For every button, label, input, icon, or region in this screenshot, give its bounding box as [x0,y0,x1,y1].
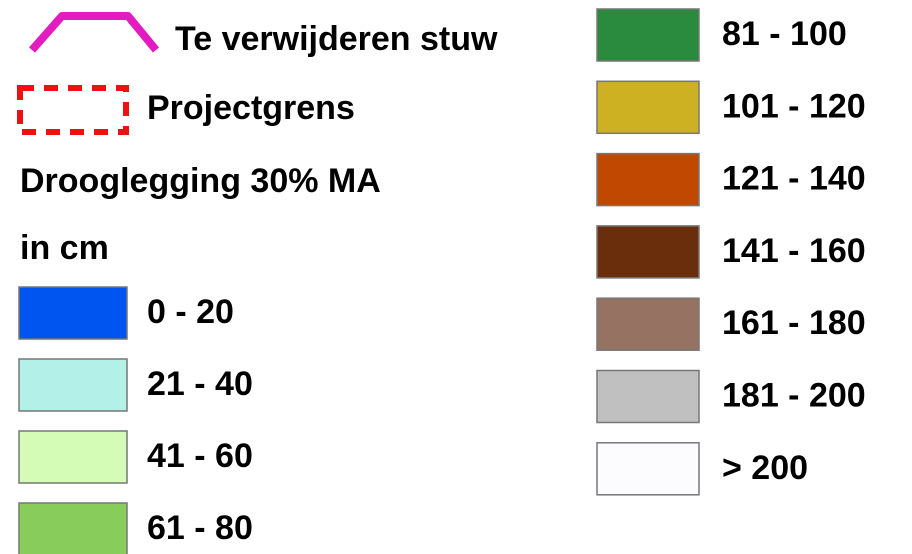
class-swatch [596,80,700,135]
class-label: 121 - 140 [722,160,866,198]
class-swatch [18,430,128,484]
class-label: 161 - 180 [722,304,866,342]
projectgrens-label: Projectgrens [147,89,355,127]
class-label: 21 - 40 [147,365,253,403]
class-swatch [596,297,700,351]
projectgrens-symbol [17,85,129,135]
class-label: 0 - 20 [147,293,234,331]
class-label: 81 - 100 [722,15,847,53]
class-label: 41 - 60 [147,437,253,475]
legend-unit: in cm [20,229,109,267]
class-swatch [596,225,700,279]
stuw-label: Te verwijderen stuw [175,20,498,58]
class-label: 101 - 120 [722,87,866,125]
stuw-symbol [29,12,160,53]
class-label: 181 - 200 [722,376,866,414]
class-swatch [18,286,128,340]
class-label: 141 - 160 [722,232,866,270]
class-swatch [596,152,700,207]
class-swatch [596,442,700,496]
legend-heading: Drooglegging 30% MA [20,162,381,200]
class-label: 61 - 80 [147,509,253,547]
class-swatch [18,358,128,412]
class-swatch [596,369,700,424]
class-swatch [596,8,700,62]
class-swatch [18,502,128,554]
class-label: > 200 [722,449,808,487]
